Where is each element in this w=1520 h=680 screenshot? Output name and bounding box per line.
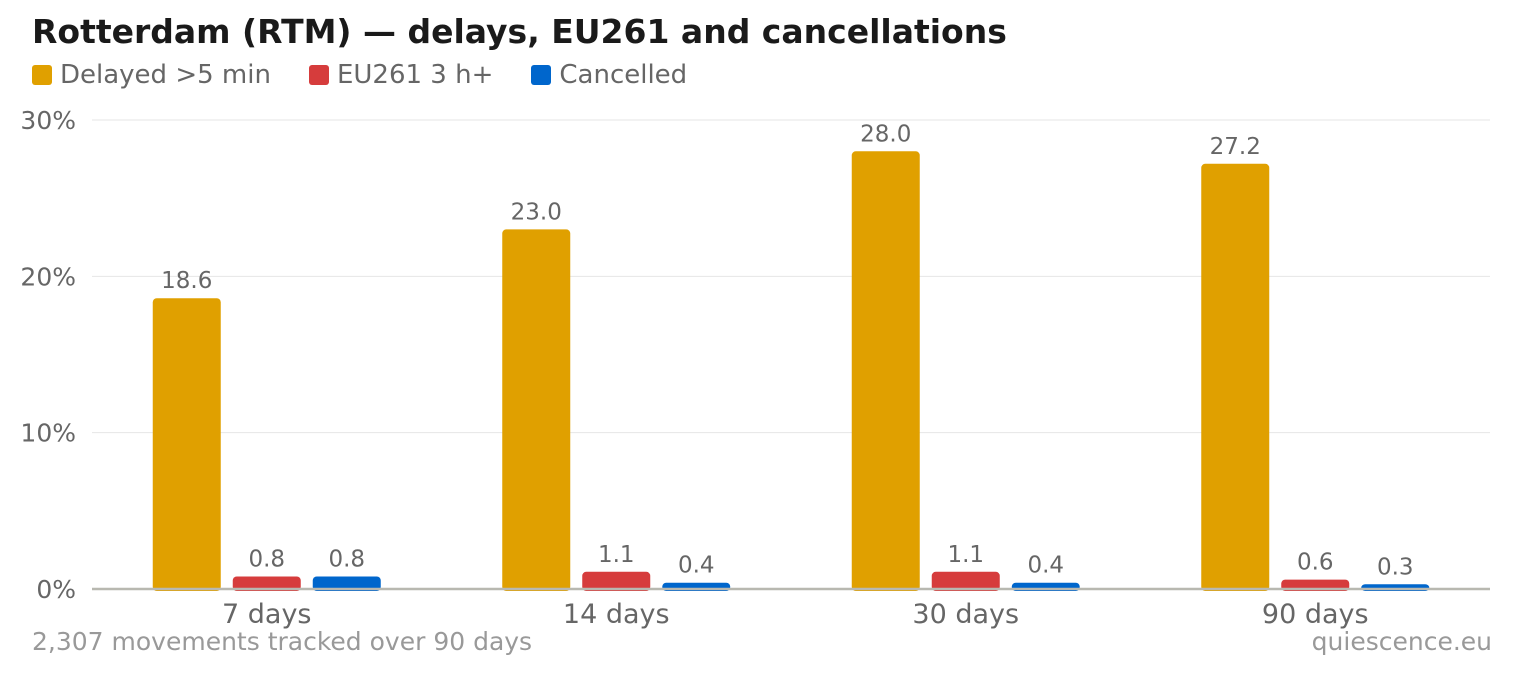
data-label: 0.3 xyxy=(1377,554,1414,580)
data-label: 0.4 xyxy=(1027,553,1064,579)
data-label: 0.8 xyxy=(328,546,365,572)
footer-source: quiescence.eu xyxy=(1311,627,1492,656)
bar xyxy=(1201,163,1270,592)
y-tick-label: 0% xyxy=(36,575,76,604)
data-label: 23.0 xyxy=(511,199,562,225)
bar xyxy=(232,576,301,591)
data-label: 1.1 xyxy=(598,542,635,568)
x-tick-label: 30 days xyxy=(912,599,1019,630)
x-tick-label: 90 days xyxy=(1262,599,1369,630)
bar xyxy=(312,576,381,591)
data-label: 0.8 xyxy=(248,546,285,572)
data-label: 27.2 xyxy=(1210,134,1261,160)
bar xyxy=(502,229,571,591)
legend-label-delayed: Delayed >5 min xyxy=(60,60,271,90)
legend-label-cancelled: Cancelled xyxy=(559,60,688,90)
y-tick-label: 10% xyxy=(20,419,76,448)
legend: Delayed >5 min EU261 3 h+ Cancelled xyxy=(32,60,725,90)
legend-item-delayed: Delayed >5 min xyxy=(32,60,271,90)
bar xyxy=(582,571,651,591)
data-label: 18.6 xyxy=(161,268,212,294)
legend-item-eu261: EU261 3 h+ xyxy=(308,60,494,90)
data-label: 0.4 xyxy=(678,553,715,579)
legend-label-eu261: EU261 3 h+ xyxy=(336,60,494,90)
footer-note: 2,307 movements tracked over 90 days xyxy=(32,627,533,656)
y-tick-label: 20% xyxy=(20,262,76,291)
data-label: 1.1 xyxy=(947,542,984,568)
data-label: 28.0 xyxy=(860,121,911,147)
chart-title: Rotterdam (RTM) — delays, EU261 and canc… xyxy=(32,12,1007,51)
bar xyxy=(152,298,221,591)
y-tick-label: 30% xyxy=(20,106,76,135)
bar xyxy=(931,571,1000,591)
bar xyxy=(851,151,920,591)
data-label: 0.6 xyxy=(1297,550,1334,576)
x-tick-label: 7 days xyxy=(222,599,312,630)
legend-swatch-delayed xyxy=(32,65,52,85)
x-tick-label: 14 days xyxy=(563,599,670,630)
legend-swatch-eu261 xyxy=(308,65,329,85)
legend-item-cancelled: Cancelled xyxy=(531,60,687,90)
legend-swatch-cancelled xyxy=(531,65,552,85)
